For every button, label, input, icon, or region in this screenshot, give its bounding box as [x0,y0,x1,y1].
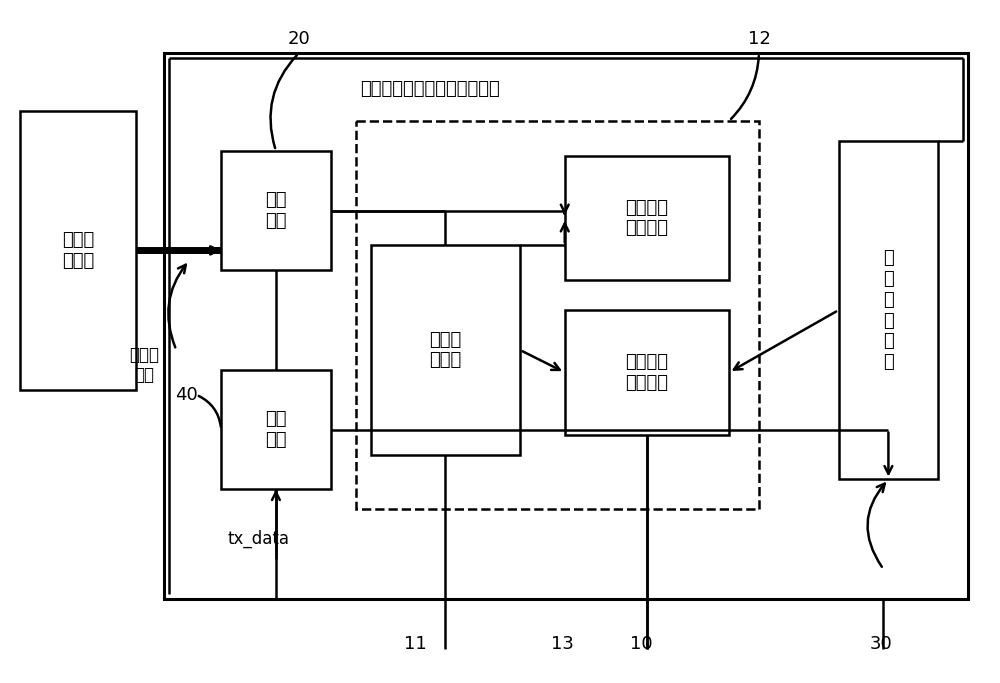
Text: 发送控
制单元: 发送控 制单元 [429,331,461,370]
Bar [221,370,331,490]
Text: 30: 30 [870,635,893,653]
Bar [371,245,520,455]
Text: 供电通
信线: 供电通 信线 [129,346,159,385]
Text: 10: 10 [630,635,653,653]
Bar [164,53,968,599]
Text: 40: 40 [175,386,198,404]
Bar [356,121,759,510]
Text: 控
制
逻
辑
单
元: 控 制 逻 辑 单 元 [883,249,894,371]
Bar [221,151,331,270]
Text: 第二发送
处理单元: 第二发送 处理单元 [625,353,668,392]
Bar [565,156,729,280]
Bar [565,310,729,434]
Text: 13: 13 [551,635,574,653]
Text: 单线
接口: 单线 接口 [265,191,287,230]
Text: 20: 20 [287,30,310,48]
Text: 接收
电路: 接收 电路 [265,410,287,449]
Text: 其它通
信芯片: 其它通 信芯片 [62,231,94,270]
Bar [839,141,938,479]
Bar [20,111,136,390]
Text: 用于单线供电通信的通信芯片: 用于单线供电通信的通信芯片 [360,80,500,98]
Text: tx_data: tx_data [228,530,290,548]
Text: 第一发送
处理单元: 第一发送 处理单元 [625,199,668,238]
Text: 11: 11 [404,635,427,653]
Text: 12: 12 [748,30,770,48]
